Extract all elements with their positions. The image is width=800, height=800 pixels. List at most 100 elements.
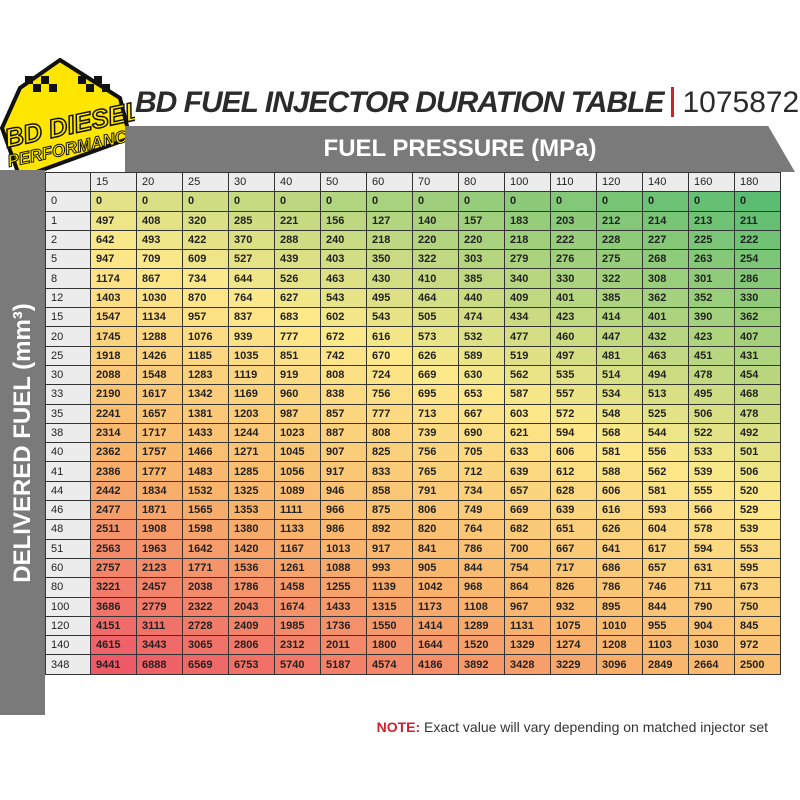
table-cell: 543 — [320, 287, 367, 309]
table-cell: 218 — [366, 229, 413, 251]
table-cell: 532 — [458, 326, 505, 347]
table-cell: 657 — [504, 480, 551, 502]
table-row: 100 3686 2779 2322 2043 1674 1433 1315 1173 1108 9… — [45, 596, 781, 617]
table-cell: 1329 — [504, 635, 551, 656]
table-cell: 222 — [734, 229, 781, 251]
column-header: 50 — [320, 171, 367, 193]
table-cell: 1547 — [90, 307, 137, 328]
table-cell: 1871 — [136, 500, 183, 521]
table-cell: 2241 — [90, 403, 137, 424]
table-cell: 595 — [734, 557, 781, 579]
row-header: 25 — [45, 345, 91, 366]
table-cell: 127 — [366, 210, 413, 231]
row-header: 12 — [45, 287, 91, 309]
table-cell: 746 — [642, 577, 689, 598]
table-cell: 539 — [688, 461, 735, 482]
row-header: 100 — [45, 596, 91, 617]
table-cell: 621 — [504, 422, 551, 444]
table-cell: 301 — [688, 268, 735, 289]
table-cell: 440 — [458, 287, 505, 309]
table-cell: 213 — [688, 210, 735, 231]
row-header: 5 — [45, 249, 91, 270]
table-cell: 0 — [90, 191, 137, 212]
table-cell: 4574 — [366, 654, 413, 675]
table-cell: 221 — [274, 210, 321, 231]
table-cell: 1717 — [136, 422, 183, 444]
table-cell: 492 — [734, 422, 781, 444]
table-cell: 857 — [320, 403, 367, 424]
table-cell: 220 — [412, 229, 459, 251]
table-cell: 1786 — [228, 577, 275, 598]
table-cell: 630 — [458, 364, 505, 386]
table-cell: 1598 — [182, 519, 229, 540]
table-cell: 2806 — [228, 635, 275, 656]
table-cell: 1285 — [228, 461, 275, 482]
table-cell: 1133 — [274, 519, 321, 540]
table-cell: 1261 — [274, 557, 321, 579]
column-header: 40 — [274, 171, 321, 193]
table-cell: 533 — [688, 442, 735, 463]
table-cell: 820 — [412, 519, 459, 540]
table-cell: 409 — [504, 287, 551, 309]
row-header: 1 — [45, 210, 91, 231]
row-axis-banner: DELIVERED FUEL (mm³) — [0, 170, 45, 715]
table-cell: 669 — [412, 364, 459, 386]
table-cell: 904 — [688, 615, 735, 637]
table-cell: 1771 — [182, 557, 229, 579]
table-cell: 430 — [366, 268, 413, 289]
table-cell: 556 — [642, 442, 689, 463]
table-cell: 749 — [458, 500, 505, 521]
table-cell: 362 — [734, 307, 781, 328]
table-cell: 308 — [642, 268, 689, 289]
table-cell: 423 — [688, 326, 735, 347]
row-header: 51 — [45, 538, 91, 559]
table-cell: 651 — [550, 519, 597, 540]
table-cell: 1381 — [182, 403, 229, 424]
table-cell: 1426 — [136, 345, 183, 366]
table-cell: 3443 — [136, 635, 183, 656]
table-cell: 322 — [412, 249, 459, 270]
table-cell: 986 — [320, 519, 367, 540]
table-cell: 543 — [366, 307, 413, 328]
part-number: 1075872 — [682, 86, 800, 119]
table-cell: 330 — [734, 287, 781, 309]
table-cell: 667 — [458, 403, 505, 424]
table-cell: 626 — [596, 519, 643, 540]
table-cell: 320 — [182, 210, 229, 231]
table-row: 41 2386 1777 1483 1285 1056 917 833 765 712 639 612… — [45, 461, 781, 482]
table-cell: 750 — [734, 596, 781, 617]
table-cell: 1255 — [320, 577, 367, 598]
table-cell: 946 — [320, 480, 367, 502]
table-cell: 434 — [504, 307, 551, 328]
table-cell: 670 — [366, 345, 413, 366]
table-cell: 0 — [228, 191, 275, 212]
table-cell: 639 — [550, 500, 597, 521]
table-cell: 156 — [320, 210, 367, 231]
table-cell: 6888 — [136, 654, 183, 675]
table-cell: 1642 — [182, 538, 229, 559]
table-cell: 1244 — [228, 422, 275, 444]
table-cell: 362 — [642, 287, 689, 309]
table-row: 48 2511 1908 1598 1380 1133 986 892 820 764 682 651… — [45, 519, 781, 540]
row-header: 30 — [45, 364, 91, 386]
column-header: 30 — [228, 171, 275, 193]
column-header: 70 — [412, 171, 459, 193]
table-row: 30 2088 1548 1283 1119 919 808 724 669 630 562 535 5… — [45, 364, 781, 386]
note-label: NOTE: — [376, 719, 421, 735]
table-cell: 1674 — [274, 596, 321, 617]
table-cell: 1289 — [458, 615, 505, 637]
table-cell: 2779 — [136, 596, 183, 617]
table-cell: 544 — [642, 422, 689, 444]
table-cell: 864 — [504, 577, 551, 598]
table-row: 40 2362 1757 1466 1271 1045 907 825 756 705 633 606… — [45, 442, 781, 463]
table-cell: 2511 — [90, 519, 137, 540]
table-cell: 1420 — [228, 538, 275, 559]
table-cell: 495 — [366, 287, 413, 309]
table-cell: 3892 — [458, 654, 505, 675]
table-cell: 604 — [642, 519, 689, 540]
row-header: 48 — [45, 519, 91, 540]
table-cell: 892 — [366, 519, 413, 540]
table-cell: 907 — [320, 442, 367, 463]
table-row: 5 947 709 609 527 439 403 350 322 303 279 276 275 268… — [45, 249, 781, 270]
table-cell: 1458 — [274, 577, 321, 598]
